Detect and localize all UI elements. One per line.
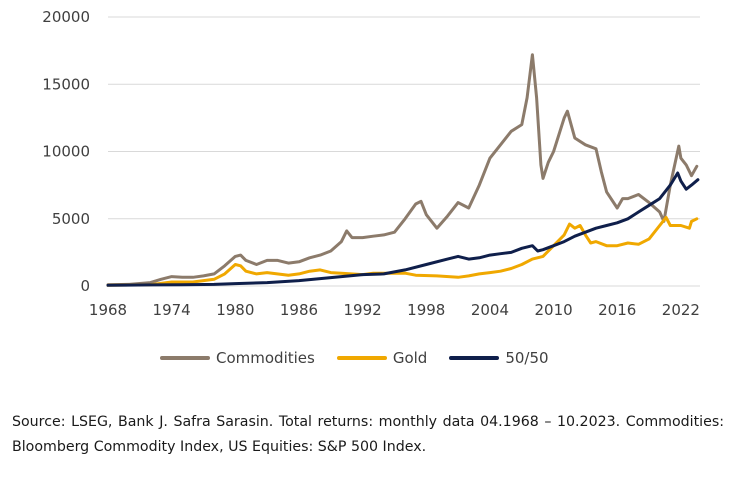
legend-item-gold: Gold (336, 349, 428, 367)
series-line-gold (106, 215, 699, 287)
legend-item-commodities: Commodities (160, 349, 315, 367)
x-tick-label: 1974 (153, 301, 191, 319)
legend-label-commodities: Commodities (216, 349, 315, 367)
x-tick-label: 2022 (662, 301, 700, 319)
x-tick-label: 1986 (280, 301, 318, 319)
legend-item-50-50: 50/50 (449, 349, 549, 367)
line-chart: 0 5000 10000 15000 20000 1968 1974 1980 1986 199… (42, 8, 700, 319)
x-tick-label: 1968 (89, 301, 127, 319)
x-tick-label: 2016 (598, 301, 636, 319)
legend-label-50-50: 50/50 (505, 349, 549, 367)
y-tick-label: 15000 (42, 75, 90, 93)
legend-swatch-gold (336, 356, 387, 360)
legend: Commodities Gold 50/50 (160, 346, 600, 370)
x-tick-label: 2010 (534, 301, 572, 319)
y-tick-label: 20000 (42, 8, 90, 26)
series-line-commodities (106, 53, 699, 287)
x-tick-label: 2004 (471, 301, 509, 319)
y-tick-label: 0 (80, 277, 90, 295)
series-lines (106, 53, 700, 287)
x-tick-label: 1998 (407, 301, 445, 319)
legend-label-gold: Gold (392, 349, 428, 367)
y-axis-tick-labels: 0 5000 10000 15000 20000 (42, 8, 90, 295)
grid-lines (108, 16, 700, 287)
legend-swatch-50-50 (449, 356, 500, 360)
y-tick-label: 10000 (42, 143, 90, 161)
legend-swatch-commodities (160, 356, 210, 360)
x-tick-label: 1992 (344, 301, 382, 319)
x-tick-label: 1980 (216, 301, 254, 319)
y-tick-label: 5000 (52, 210, 90, 228)
x-axis-tick-labels: 1968 1974 1980 1986 1992 1998 2004 2010 2016 2022 (89, 301, 700, 319)
source-note: Source: LSEG, Bank J. Safra Sarasin. Tot… (12, 414, 724, 455)
series-line-50-50 (106, 171, 700, 287)
